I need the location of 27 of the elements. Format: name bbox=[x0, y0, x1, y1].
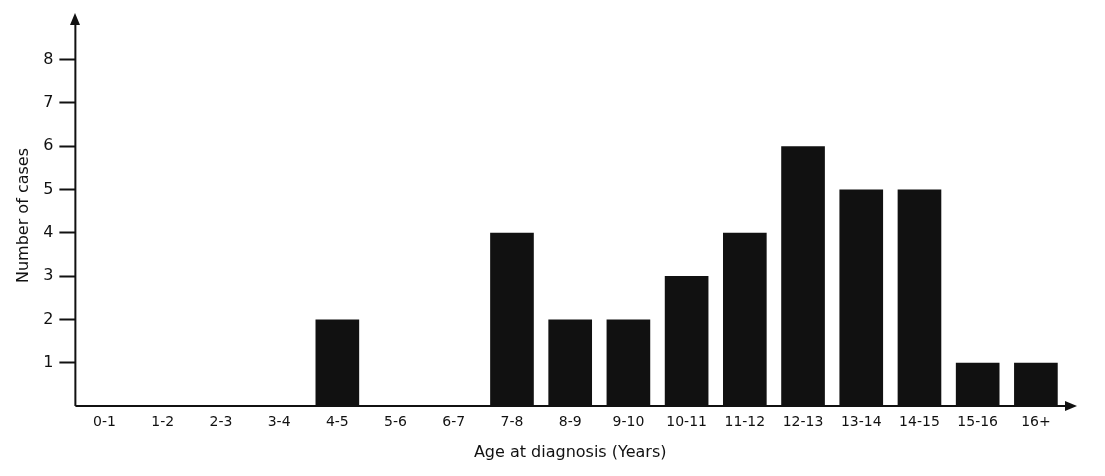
x-tick-label: 12-13 bbox=[782, 413, 824, 430]
x-tick-label: 3-4 bbox=[267, 413, 291, 430]
x-tick-label: 0-1 bbox=[93, 413, 116, 430]
x-tick-label: 13-14 bbox=[840, 413, 882, 430]
x-tick-label: 2-3 bbox=[209, 413, 233, 430]
x-tick-label: 14-15 bbox=[899, 413, 940, 430]
x-tick-label: 8-9 bbox=[558, 413, 582, 430]
y-tick-label: 7 bbox=[43, 92, 54, 112]
x-tick-label: 10-11 bbox=[666, 413, 707, 430]
y-axis-title: Number of cases bbox=[12, 148, 32, 283]
x-tick-label: 16+ bbox=[1021, 413, 1051, 430]
y-tick-label: 3 bbox=[43, 265, 54, 285]
x-tick-label: 11-12 bbox=[724, 413, 766, 430]
y-tick-label: 4 bbox=[43, 221, 54, 241]
x-tick-label: 15-16 bbox=[957, 413, 999, 430]
x-tick-label: 5-6 bbox=[384, 413, 408, 430]
x-tick-label: 1-2 bbox=[151, 413, 175, 430]
x-tick-label: 9-10 bbox=[612, 413, 645, 430]
x-tick-label: 7-8 bbox=[500, 413, 524, 430]
x-tick-label: 4-5 bbox=[325, 413, 349, 430]
y-tick-label: 2 bbox=[43, 308, 54, 328]
y-tick-label: 8 bbox=[43, 48, 54, 68]
x-tick-label: 6-7 bbox=[442, 413, 466, 430]
y-tick-label: 5 bbox=[43, 178, 54, 198]
x-axis-title: Age at diagnosis (Years) bbox=[473, 441, 667, 461]
y-tick-label: 1 bbox=[43, 351, 54, 371]
y-tick-label: 6 bbox=[43, 135, 54, 155]
